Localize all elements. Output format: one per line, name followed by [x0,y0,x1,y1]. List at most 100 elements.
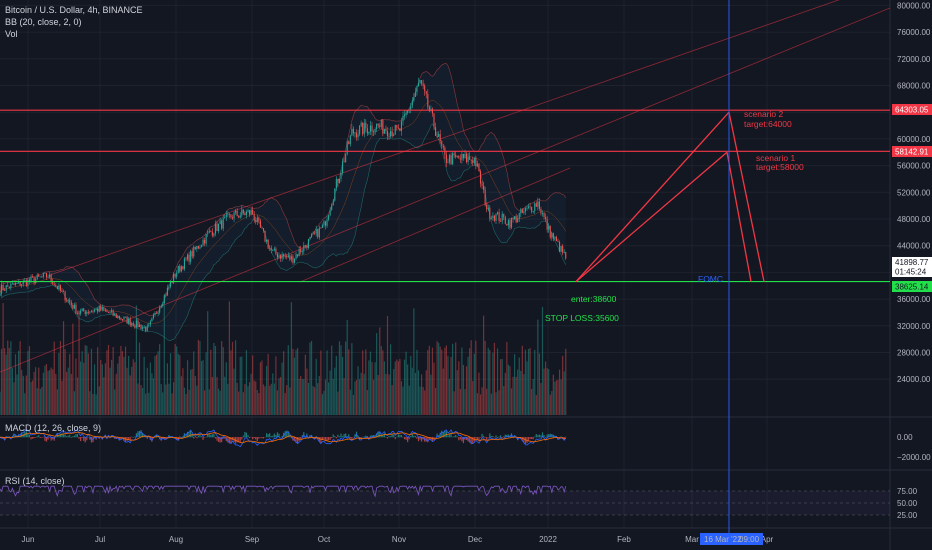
macd-histogram-bar [126,437,128,441]
volume-bar [238,391,240,415]
volume-indicator-label[interactable]: Vol [5,29,18,39]
volume-bar [377,375,379,415]
volume-bar [33,371,35,415]
time-tick-8: Feb [617,535,631,544]
candle-body [132,323,134,326]
macd-histogram-bar [275,434,277,438]
macd-histogram-bar [428,437,430,440]
macd-histogram-bar [448,434,451,438]
candle-body [228,213,230,215]
macd-histogram-bar [363,436,365,438]
volume-bar [448,379,451,415]
candle-body [309,236,311,240]
volume-bar [241,356,243,415]
macd-histogram-bar [393,434,395,438]
volume-bar [233,368,235,415]
candle-body [231,217,234,219]
volume-bar [36,388,38,415]
volume-bar [354,381,356,415]
volume-bar [411,367,413,415]
volume-bar [541,306,544,415]
macd-histogram-bar [297,437,299,444]
macd-histogram-bar [410,436,412,438]
macd-histogram-bar [334,436,336,438]
candle-body [529,206,531,208]
candle-body [373,131,375,133]
volume-bar [129,375,131,415]
candle-body [452,153,454,165]
volume-bar [352,394,354,415]
candle-body [427,93,429,108]
volume-bar [405,351,407,415]
candle-body [557,241,559,243]
macd-histogram-bar [321,437,323,440]
rsi-label[interactable]: RSI (14, close) [5,476,65,486]
tag-date-crosshair: 16 Mar '22 09:00 [700,533,763,545]
macd-histogram-bar [191,434,193,438]
volume-bar [317,383,319,415]
candle-body [255,220,257,222]
macd-histogram-bar [142,433,144,438]
candle-body [343,161,345,163]
candle-body [478,163,480,172]
macd-histogram-bar [565,436,567,438]
macd-histogram-bar [86,437,88,441]
macd-histogram-bar [450,432,452,438]
volume-bar [532,379,534,415]
candle-body [107,311,110,313]
bb-indicator-label[interactable]: BB (20, close, 2, 0) [5,17,82,27]
macd-histogram-bar [337,434,339,438]
macd-label[interactable]: MACD (12, 26, close, 9) [5,423,102,433]
candle-body [338,178,340,184]
macd-histogram-bar [204,437,206,438]
candle-body [188,254,190,262]
candle-body [484,189,486,206]
macd-histogram-bar [300,437,302,440]
macd-tick-0: 0.00 [897,433,913,442]
tag-58142: 58142.91 [892,146,932,157]
candle-body [411,100,413,106]
candle-body [538,201,540,209]
volume-bar [473,353,475,415]
candle-body [450,154,452,165]
macd-histogram-bar [360,437,362,440]
candle-body [114,313,116,316]
volume-bar [374,362,376,415]
candle-body [298,249,300,257]
candle-body [1,284,3,294]
volume-bar [357,366,359,415]
macd-histogram-bar [270,436,272,438]
volume-bar [390,344,392,415]
macd-histogram-bar [496,437,499,439]
volume-bar [292,348,294,415]
macd-histogram-bar [490,435,492,438]
volume-bar [472,381,474,415]
scenario-1-target: target:58000 [756,162,804,172]
volume-bar [465,366,468,415]
macd-histogram-bar [328,437,330,441]
candle-body [134,325,136,327]
macd-histogram-bar [527,437,530,441]
volume-bar [80,361,82,415]
macd-histogram-bar [481,433,483,438]
candle-body [49,274,51,278]
candle-body [21,284,23,286]
volume-bar [386,316,389,415]
volume-bar [338,341,341,415]
macd-histogram-bar [486,437,488,441]
macd-histogram-bar [385,437,387,438]
candle-body [292,256,294,263]
candle-body [416,85,418,93]
macd-histogram-bar [388,435,390,438]
candle-body [256,217,258,222]
time-axis[interactable]: Jun Jul Aug Sep Oct Nov Dec 2022 Feb Mar Apr [22,535,774,544]
macd-histogram-bar [442,432,444,438]
macd-histogram-bar [383,433,385,438]
candle-body [66,300,68,302]
volume-bar [461,347,463,415]
candle-body [498,212,500,222]
volume-bar [552,374,554,415]
volume-bars [0,300,567,415]
volume-bar [78,310,80,415]
